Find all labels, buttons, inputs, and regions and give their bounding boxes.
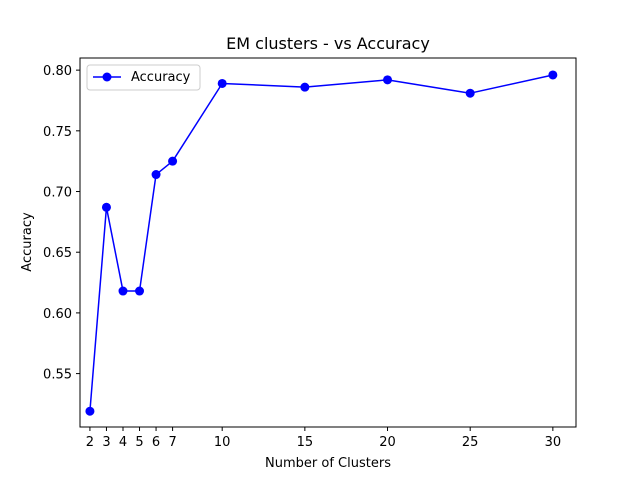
x-axis-label: Number of Clusters xyxy=(265,456,391,471)
plot-background xyxy=(80,58,576,427)
y-tick-label: 0.75 xyxy=(43,125,72,140)
x-tick-label: 5 xyxy=(135,435,143,450)
x-tick-label: 15 xyxy=(297,435,314,450)
data-point xyxy=(300,82,310,92)
legend-entry-accuracy: Accuracy xyxy=(131,70,191,85)
data-point xyxy=(135,286,145,296)
y-axis-ticks: 0.55 0.60 0.65 0.70 0.75 0.80 xyxy=(43,64,80,383)
data-point xyxy=(85,406,95,416)
chart-title: EM clusters - vs Accuracy xyxy=(226,34,430,53)
x-tick-label: 7 xyxy=(168,435,176,450)
y-tick-label: 0.70 xyxy=(43,186,72,201)
x-axis-ticks: 2 3 4 5 6 7 10 15 20 25 30 xyxy=(86,427,561,450)
series-layer xyxy=(85,70,558,416)
x-tick-label: 2 xyxy=(86,435,94,450)
x-tick-label: 3 xyxy=(102,435,110,450)
data-point xyxy=(383,75,393,85)
plot-frame xyxy=(79,57,577,428)
plot-area: 2 3 4 5 6 7 10 15 20 25 30 0.55 0.60 0.65 0.70 0.75 0.8… xyxy=(43,57,577,450)
legend-box xyxy=(86,64,201,91)
x-tick-label: 6 xyxy=(152,435,160,450)
y-tick-label: 0.60 xyxy=(43,307,72,322)
data-point xyxy=(168,156,178,166)
x-tick-label: 20 xyxy=(379,435,396,450)
y-tick-label: 0.80 xyxy=(43,64,72,79)
x-tick-label: 4 xyxy=(119,435,127,450)
data-point xyxy=(101,202,111,212)
data-point xyxy=(465,88,475,98)
data-point xyxy=(118,286,128,296)
data-point xyxy=(217,78,227,88)
data-point xyxy=(151,170,161,180)
x-tick-label: 30 xyxy=(545,435,562,450)
legend-marker-swatch xyxy=(102,72,112,82)
y-tick-label: 0.55 xyxy=(43,368,72,383)
x-tick-label: 25 xyxy=(462,435,479,450)
y-tick-label: 0.65 xyxy=(43,246,72,261)
x-tick-label: 10 xyxy=(214,435,231,450)
y-axis-label: Accuracy xyxy=(20,212,35,272)
data-point xyxy=(548,70,558,80)
legend: Accuracy xyxy=(86,64,201,91)
